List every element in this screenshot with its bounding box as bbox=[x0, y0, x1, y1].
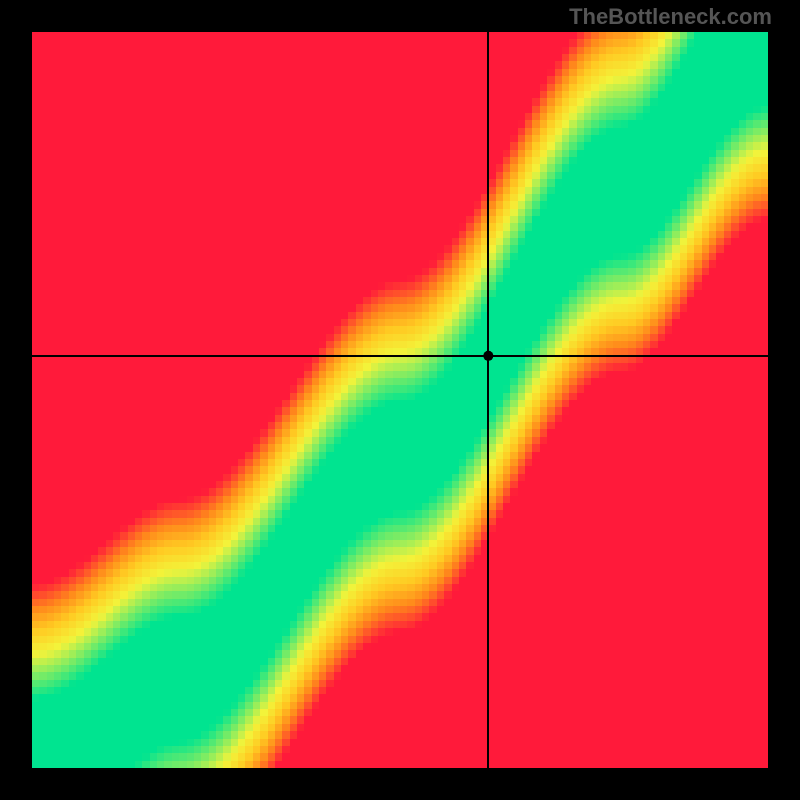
chart-frame: TheBottleneck.com bbox=[0, 0, 800, 800]
heatmap-plot bbox=[32, 32, 768, 768]
heatmap-canvas bbox=[32, 32, 768, 768]
attribution-text: TheBottleneck.com bbox=[569, 4, 772, 30]
